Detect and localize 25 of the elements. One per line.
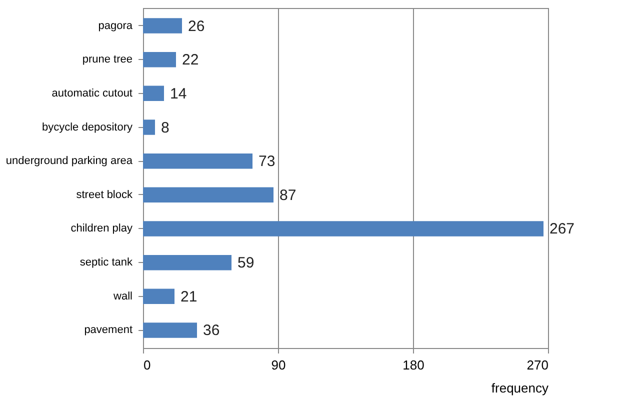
y-tick-label: pagora [98,20,134,32]
data-label: 21 [180,288,198,306]
data-label: 73 [258,153,276,170]
y-tick-label: automatic cutout [52,87,132,100]
data-label: 26 [188,18,205,35]
y-tick-label: pavement [84,324,132,336]
data-label: 22 [182,52,199,69]
y-tick-label: underground parking area [6,155,134,168]
y-tick-label: wall [112,290,132,302]
data-label: 36 [203,322,220,340]
data-label: 267 [550,220,575,238]
x-axis-title: frequency [491,380,549,396]
x-tick-label: 0 [144,358,151,372]
y-tick-label: children play [70,222,133,235]
data-label: 87 [280,186,296,204]
data-label: 8 [161,119,170,136]
data-label: 59 [238,254,254,272]
y-tick-label: bycycle depository [42,121,133,134]
x-tick-label: 180 [402,358,424,372]
y-tick-label: prune tree [82,54,132,66]
y-tick-label: septic tank [80,256,133,269]
y-tick-label: street block [76,188,133,201]
data-label: 14 [170,85,187,102]
x-tick-label: 270 [526,358,548,372]
x-tick-label: 90 [271,358,286,372]
